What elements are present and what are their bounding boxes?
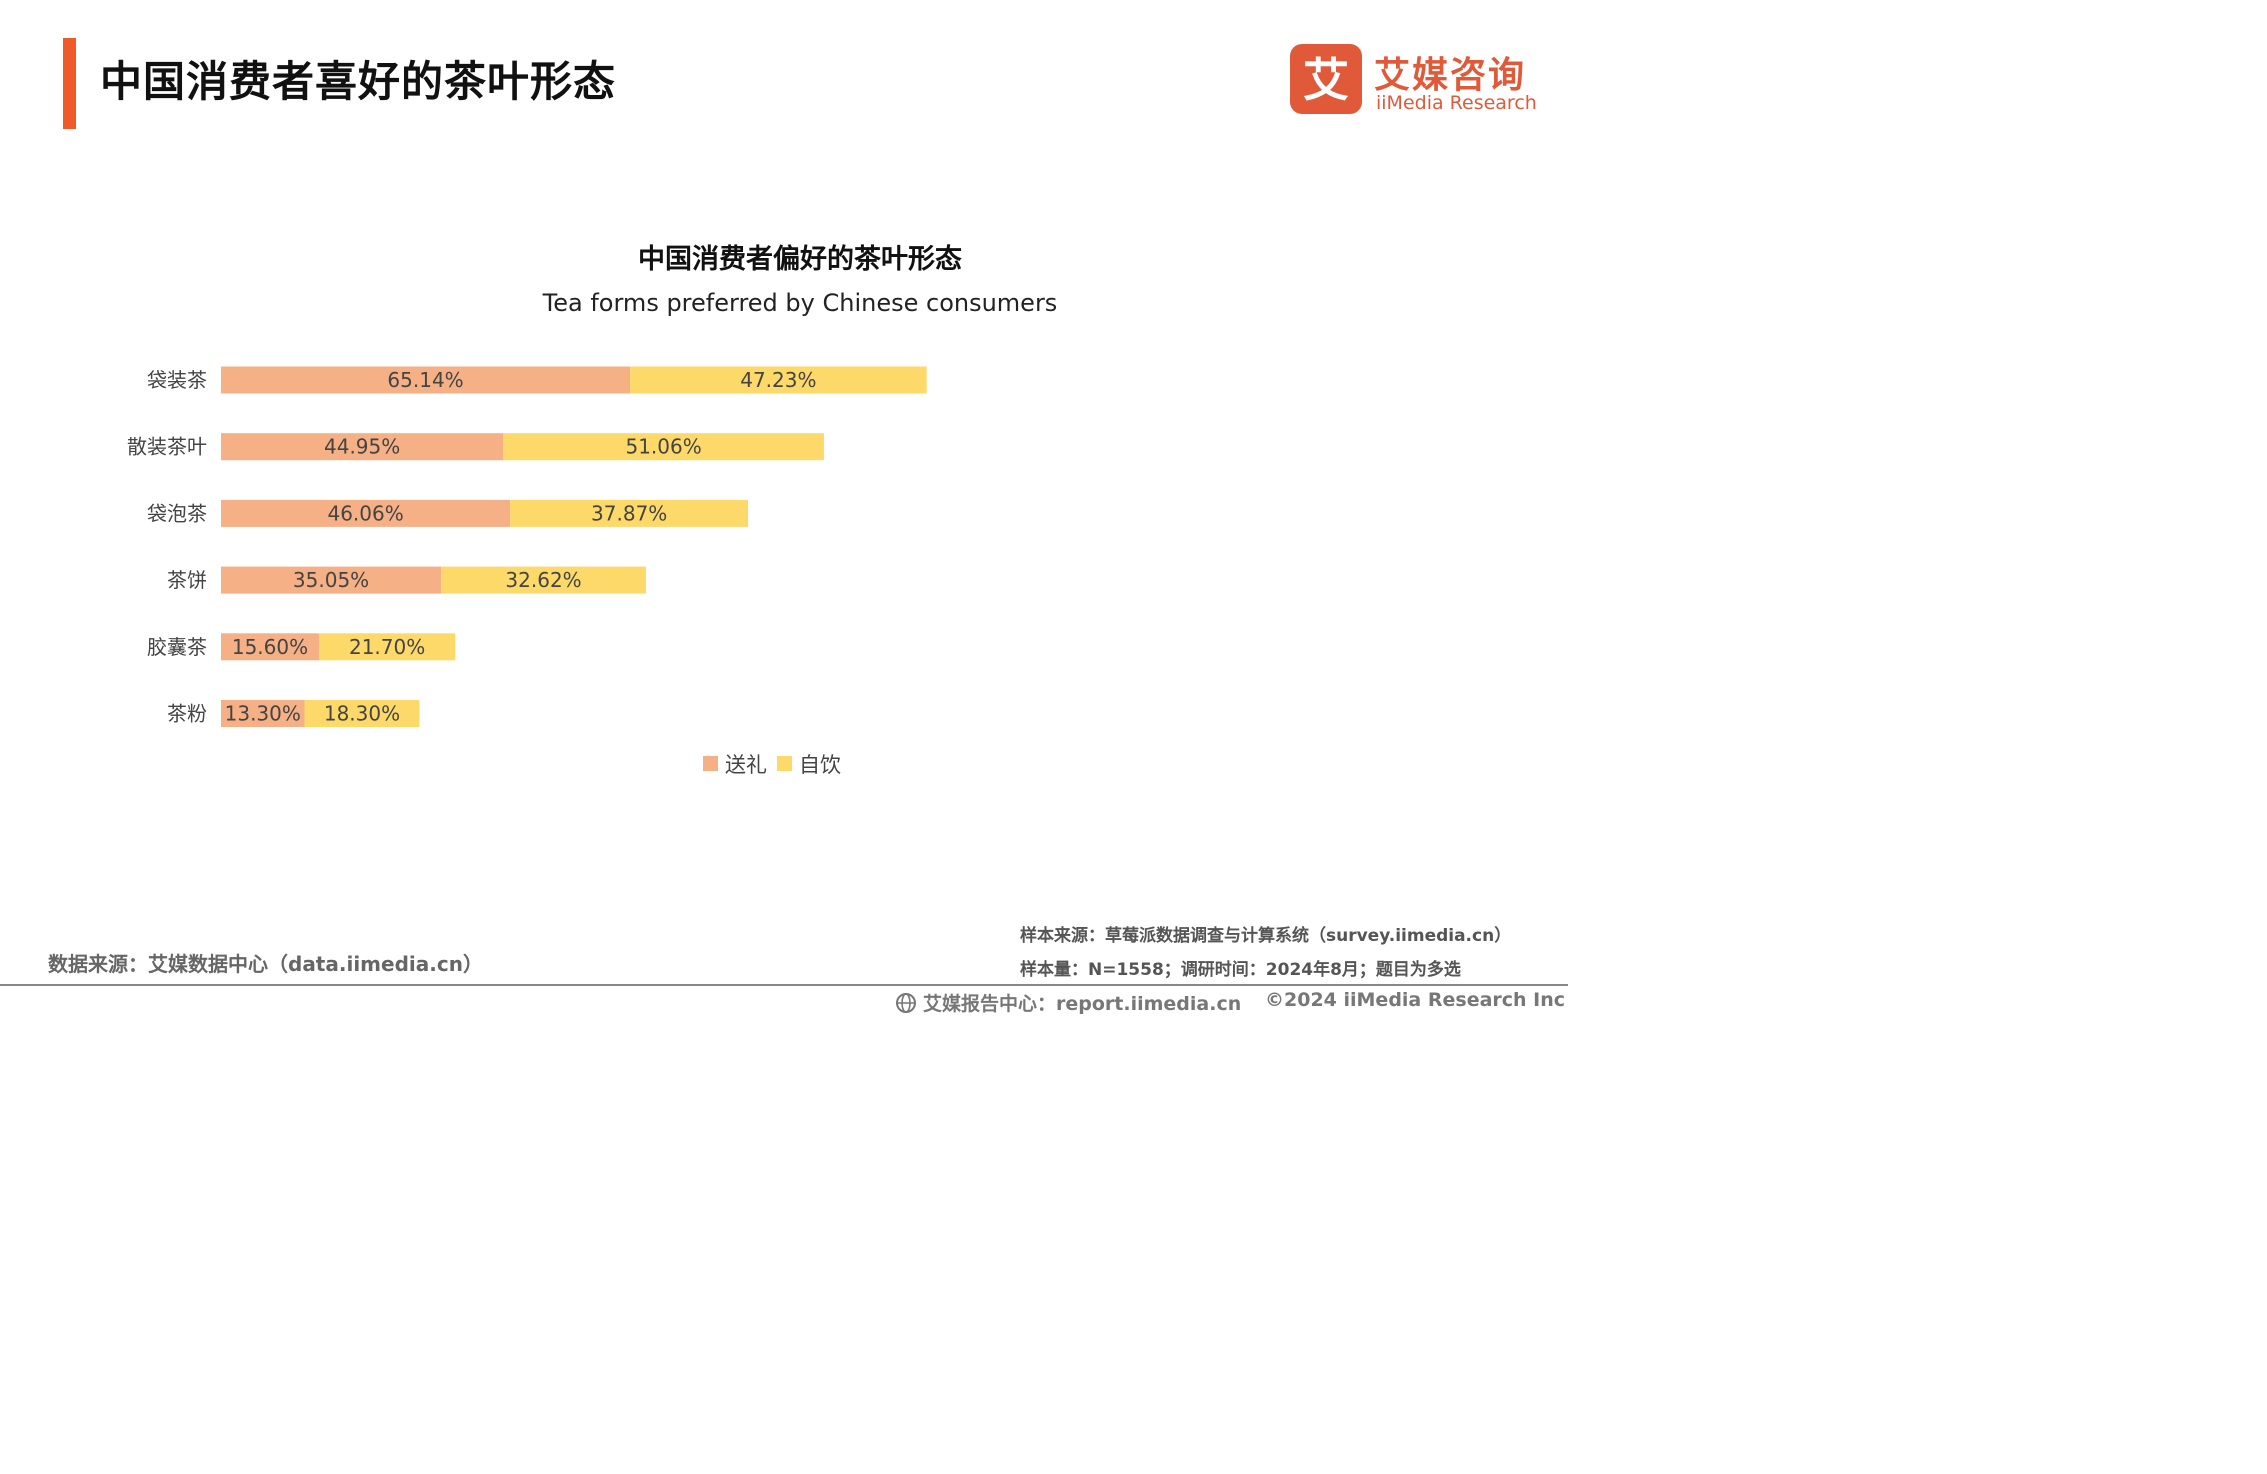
bar-self: [318, 633, 456, 661]
data-label: 21.70%: [349, 635, 425, 659]
bar-gift: [221, 366, 631, 394]
bar-gift: [221, 566, 442, 594]
bar-self: [630, 366, 927, 394]
svg-text:艾: 艾: [1303, 53, 1349, 107]
bar-self: [441, 566, 646, 594]
bar-self: [304, 700, 420, 727]
globe-icon: [895, 992, 917, 1019]
report-center: 艾媒报告中心：report.iimedia.cn: [895, 989, 1241, 1019]
data-label: 13.30%: [225, 702, 301, 726]
category-label: 胶囊茶: [147, 635, 207, 659]
logo-mark-icon: 艾: [1290, 44, 1362, 114]
stacked-bar-chart: 袋装茶 65.14% 47.23% 散装茶叶 44.95% 51.06% 袋泡茶 46.06%…: [127, 366, 927, 777]
copyright: ©2024 iiMedia Research Inc: [1265, 989, 1566, 1011]
bar-gift: [221, 700, 305, 727]
data-label: 51.06%: [625, 435, 701, 459]
legend-swatch-self: [777, 756, 792, 771]
legend-label: 自饮: [799, 753, 841, 777]
footer-divider: [0, 984, 1568, 986]
bar-gift: [221, 633, 319, 661]
data-label: 18.30%: [324, 702, 400, 726]
data-label: 32.62%: [505, 568, 581, 592]
data-label: 46.06%: [327, 501, 403, 525]
data-label: 37.87%: [591, 501, 667, 525]
data-source: 数据来源：艾媒数据中心（data.iimedia.cn）: [48, 952, 483, 976]
title-accent-bar: [63, 38, 76, 129]
page-title: 中国消费者喜好的茶叶形态: [100, 57, 617, 106]
logo-name-en: iiMedia Research: [1376, 92, 1537, 114]
category-label: 茶粉: [167, 702, 207, 726]
legend-label: 送礼: [725, 753, 767, 777]
data-label: 65.14%: [387, 368, 463, 392]
category-label: 袋装茶: [147, 368, 207, 392]
bar-gift: [221, 433, 504, 461]
chart-title: 中国消费者偏好的茶叶形态: [638, 244, 962, 275]
chart-subtitle: Tea forms preferred by Chinese consumers: [542, 289, 1058, 317]
bar-gift: [221, 499, 511, 527]
category-label: 散装茶叶: [127, 435, 207, 459]
data-label: 44.95%: [324, 435, 400, 459]
data-label: 15.60%: [232, 635, 308, 659]
category-label: 袋泡茶: [147, 501, 207, 525]
sample-source: 样本来源：草莓派数据调查与计算系统（survey.iimedia.cn）: [1020, 926, 1512, 946]
category-label: 茶饼: [167, 568, 207, 592]
data-label: 35.05%: [293, 568, 369, 592]
legend-swatch-gift: [703, 756, 718, 771]
iimedia-logo: 艾 艾媒咨询 iiMedia Research: [1290, 44, 1540, 116]
sample-info: 样本量：N=1558；调研时间：2024年8月；题目为多选: [1020, 960, 1461, 980]
logo-name-cn: 艾媒咨询: [1374, 55, 1527, 96]
data-label: 47.23%: [740, 368, 816, 392]
report-center-text: 艾媒报告中心：report.iimedia.cn: [923, 993, 1242, 1015]
bar-self: [503, 433, 824, 461]
bar-self: [510, 499, 749, 527]
